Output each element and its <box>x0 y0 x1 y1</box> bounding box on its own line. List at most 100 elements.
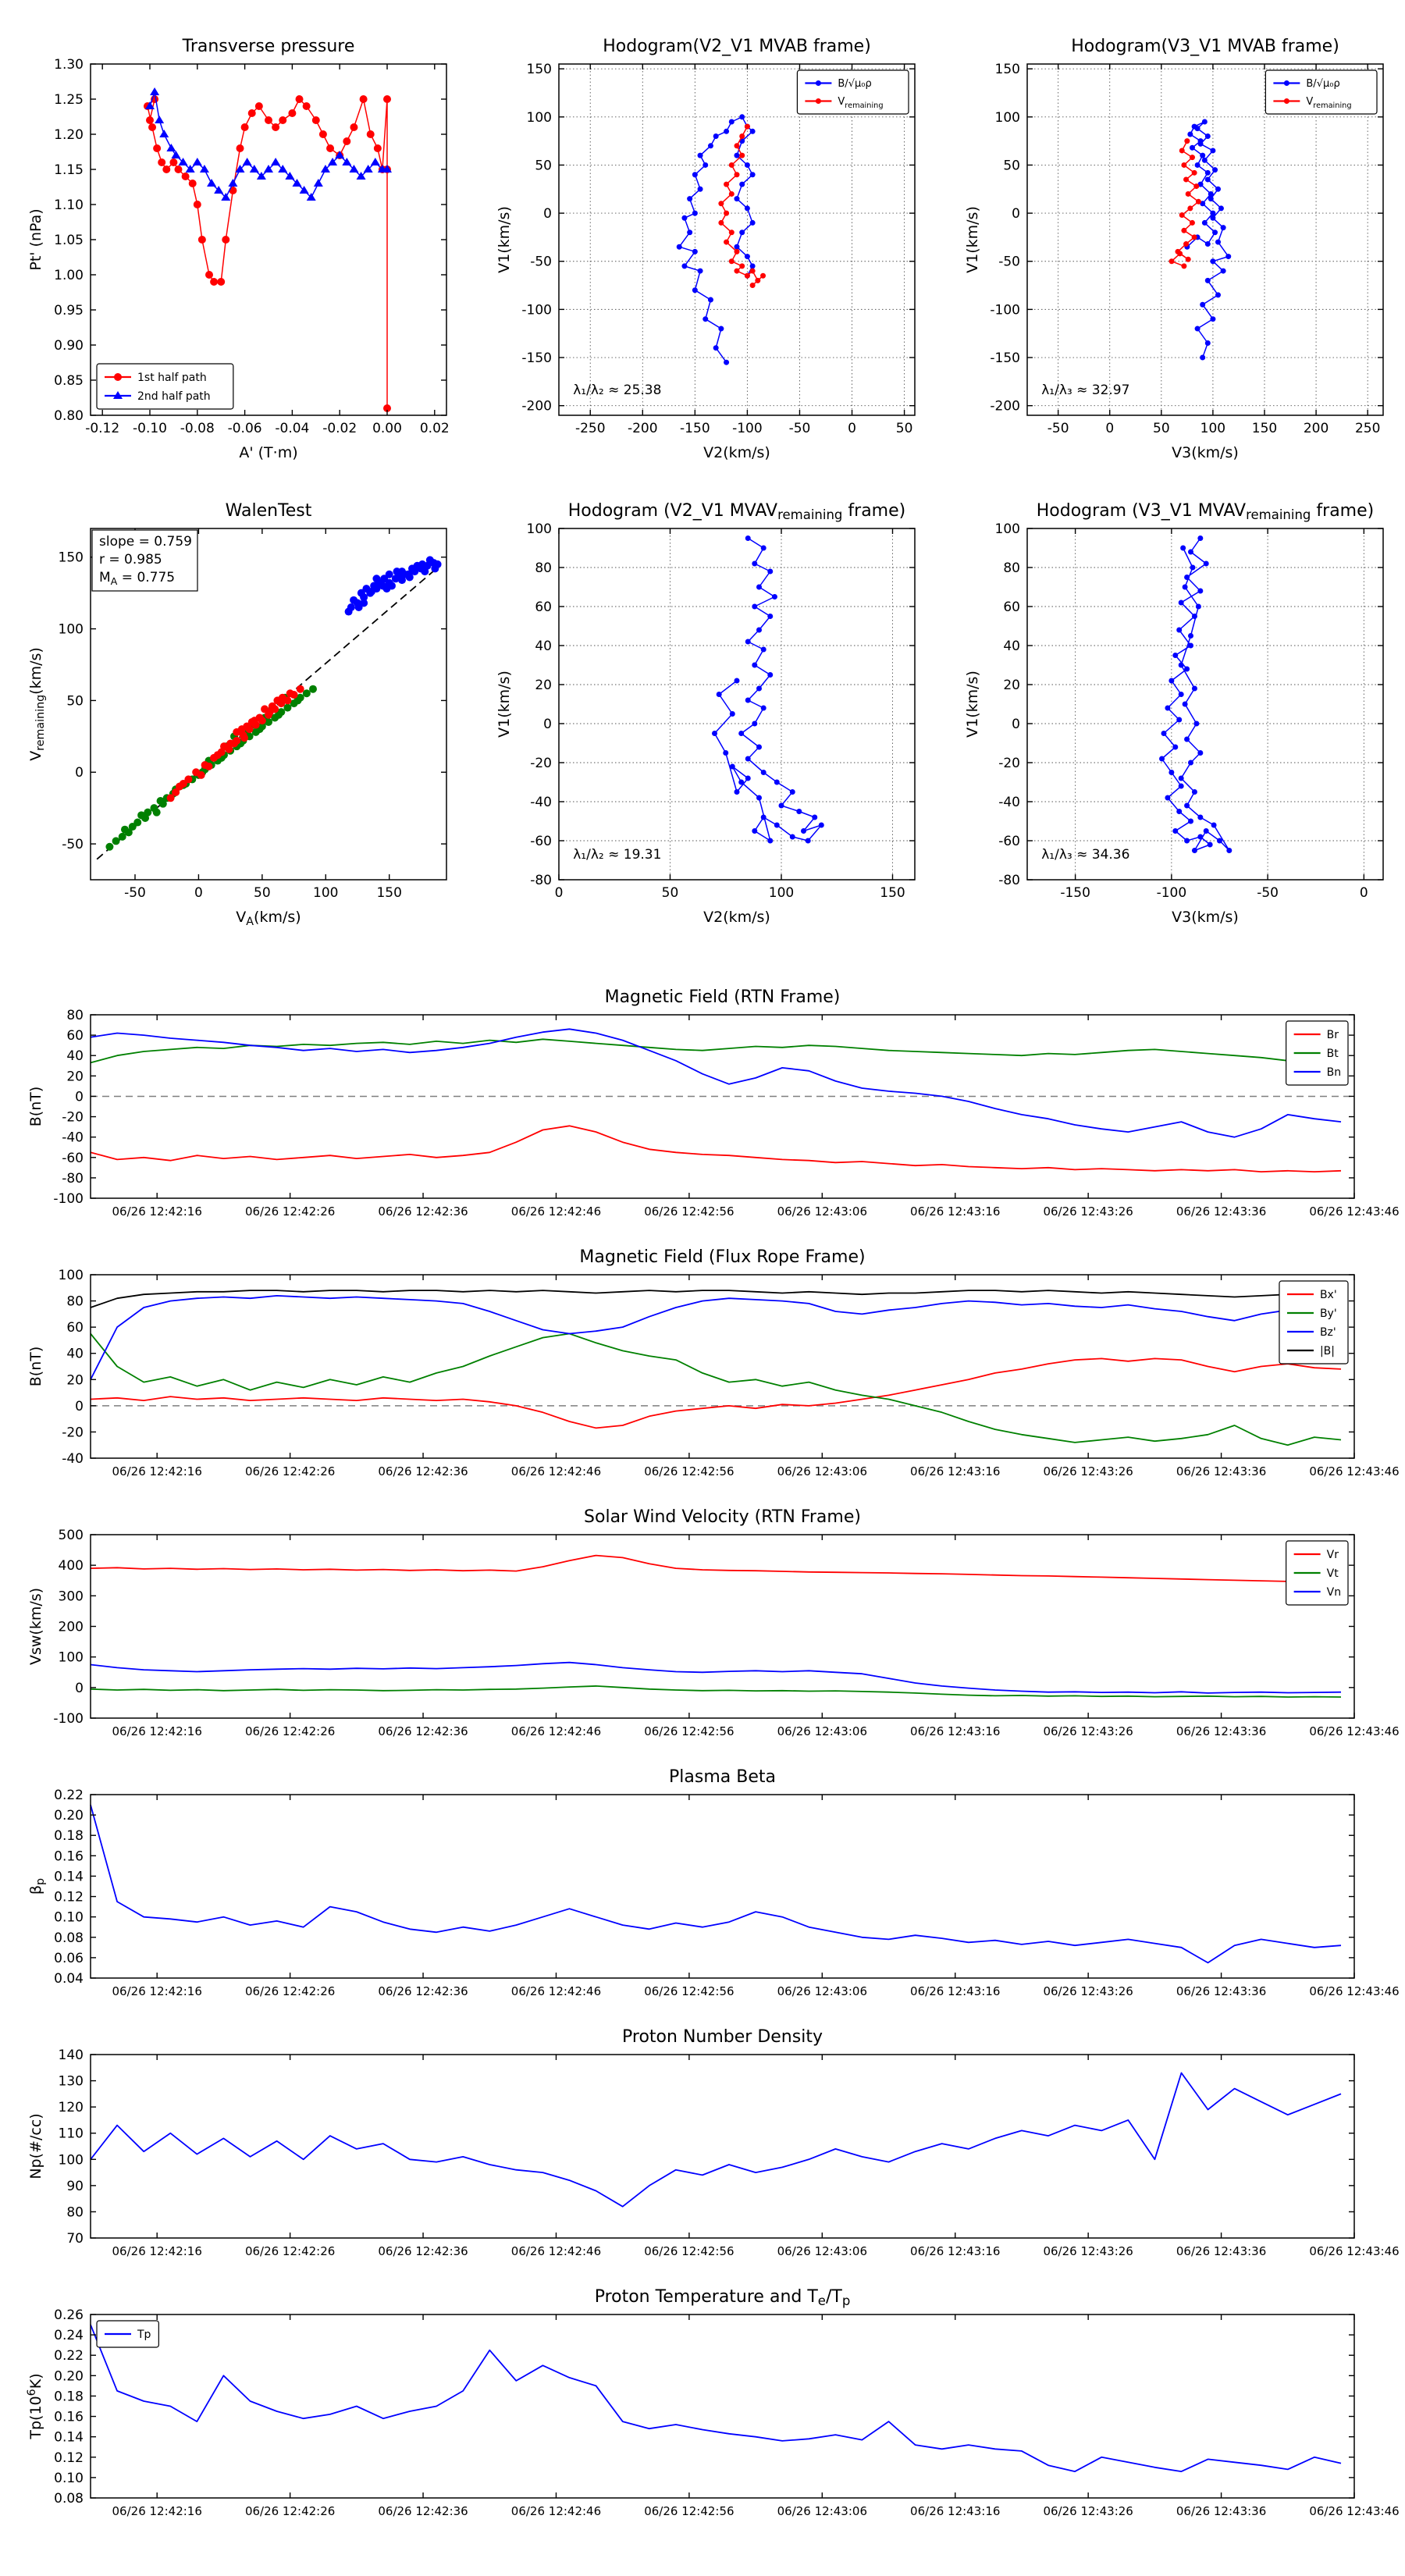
svg-text:50: 50 <box>535 158 552 173</box>
svg-text:0.10: 0.10 <box>54 2471 84 2486</box>
svg-text:40: 40 <box>1003 639 1020 654</box>
hodogram-v2v1-mvav-title: Hodogram (V2_V1 MVAVremaining frame) <box>568 501 906 522</box>
svg-text:300: 300 <box>59 1589 84 1604</box>
svg-text:06/26 12:43:06: 06/26 12:43:06 <box>777 1464 867 1478</box>
svg-text:06/26 12:42:56: 06/26 12:42:56 <box>644 1984 734 1998</box>
hodogram-v3v1-mvav-annotation: λ₁/λ₃ ≈ 34.36 <box>1041 847 1129 863</box>
proton-temperature-svg: 06/26 12:42:16 06/26 12:42:26 06/26 12:42:… <box>26 2287 1400 2518</box>
proton-number-density-svg: 06/26 12:42:16 06/26 12:42:26 06/26 12:42:… <box>27 2027 1400 2258</box>
svg-text:0: 0 <box>1360 885 1368 901</box>
svg-text:Tp: Tp <box>137 2329 151 2341</box>
chart-hodogram-v2v1-mvab: -250 -200 -150 -100 -50 0 50 -200 -150 -100 -50 0 50… <box>468 16 937 476</box>
svg-text:0: 0 <box>848 421 856 436</box>
svg-text:-0.08: -0.08 <box>180 421 215 436</box>
svg-text:150: 150 <box>527 62 552 77</box>
svg-text:1.15: 1.15 <box>54 162 84 178</box>
transverse-pressure-legend: 1st half path 2nd half path <box>96 363 234 410</box>
hodogram-v2v1-mvav-annotation: λ₁/λ₂ ≈ 19.31 <box>573 847 661 863</box>
transverse-pressure-title: Transverse pressure <box>182 37 355 56</box>
svg-text:06/26 12:43:46: 06/26 12:43:46 <box>1309 2504 1399 2518</box>
svg-text:110: 110 <box>59 2126 84 2142</box>
walen-test-ylabel: Vremaining(km/s) <box>27 647 47 761</box>
svg-text:2nd half path: 2nd half path <box>137 390 211 403</box>
svg-text:150: 150 <box>995 62 1020 77</box>
proton-number-density-plot-area <box>90 2054 1355 2239</box>
svg-text:50: 50 <box>1153 421 1170 436</box>
svg-text:-80: -80 <box>530 873 552 888</box>
svg-text:400: 400 <box>59 1558 84 1574</box>
svg-text:Vremaining: Vremaining <box>838 96 883 110</box>
svg-text:100: 100 <box>995 521 1020 537</box>
svg-text:06/26 12:42:56: 06/26 12:42:56 <box>644 1204 734 1219</box>
svg-text:100: 100 <box>59 622 84 638</box>
hodogram-v3v1-mvab-annotation: λ₁/λ₃ ≈ 32.97 <box>1041 382 1129 398</box>
svg-text:06/26 12:43:36: 06/26 12:43:36 <box>1176 1204 1266 1219</box>
svg-text:06/26 12:42:56: 06/26 12:42:56 <box>644 2504 734 2518</box>
magnetic-field-flux-rope-title: Magnetic Field (Flux Rope Frame) <box>579 1247 865 1267</box>
magnetic-field-flux-rope-plot-area <box>90 1274 1355 1459</box>
svg-text:06/26 12:42:36: 06/26 12:42:36 <box>378 2504 468 2518</box>
svg-text:80: 80 <box>66 1294 84 1310</box>
chart-hodogram-v3v1-mvab: -50 0 50 100 150 200 250 -200 -150 -100 -50 0 50 100 1… <box>937 16 1405 476</box>
transverse-pressure-svg: -0.12 -0.10 -0.08 -0.06 -0.04 -0.02 0.00 0.02 0.… <box>27 37 450 461</box>
svg-text:-40: -40 <box>62 1451 84 1467</box>
svg-text:100: 100 <box>995 110 1020 126</box>
chart-magnetic-field-flux-rope: 06/26 12:42:16 06/26 12:42:26 06/26 12:42:… <box>0 1236 1405 1496</box>
svg-text:80: 80 <box>1003 560 1020 576</box>
proton-temperature-legend: Tp <box>96 2320 159 2348</box>
svg-text:0: 0 <box>1012 206 1020 222</box>
svg-text:100: 100 <box>1200 421 1225 436</box>
solar-wind-velocity-title: Solar Wind Velocity (RTN Frame) <box>584 1507 861 1527</box>
svg-text:06/26 12:42:36: 06/26 12:42:36 <box>378 1984 468 1998</box>
hodogram-v3v1-mvav-title: Hodogram (V3_V1 MVAVremaining frame) <box>1037 501 1375 522</box>
svg-text:06/26 12:43:16: 06/26 12:43:16 <box>910 2244 1000 2258</box>
svg-text:0.02: 0.02 <box>420 421 450 436</box>
svg-text:0.08: 0.08 <box>54 2491 84 2507</box>
svg-text:-0.04: -0.04 <box>275 421 309 436</box>
svg-text:06/26 12:43:06: 06/26 12:43:06 <box>777 2244 867 2258</box>
svg-text:Bx': Bx' <box>1320 1289 1337 1301</box>
svg-text:130: 130 <box>59 2074 84 2090</box>
hodogram-v2v1-mvav-xlabel: V2(km/s) <box>703 909 770 926</box>
svg-text:0: 0 <box>75 1089 84 1105</box>
svg-text:06/26 12:42:16: 06/26 12:42:16 <box>112 2244 202 2258</box>
hodogram-v2v1-mvav-ylabel: V1(km/s) <box>496 671 513 738</box>
svg-text:-100: -100 <box>1157 885 1187 901</box>
svg-text:-80: -80 <box>998 873 1020 888</box>
svg-text:-50: -50 <box>124 885 146 901</box>
hodogram-v2v1-mvab-plot-area <box>558 63 916 416</box>
svg-text:06/26 12:43:26: 06/26 12:43:26 <box>1043 1464 1133 1478</box>
svg-text:-150: -150 <box>521 350 552 366</box>
transverse-pressure-ylabel: Pt' (nPa) <box>27 208 44 270</box>
svg-text:50: 50 <box>254 885 271 901</box>
walen-test-xlabel: VA(km/s) <box>236 909 301 928</box>
svg-text:06/26 12:43:06: 06/26 12:43:06 <box>777 1724 867 1738</box>
svg-text:0: 0 <box>75 765 84 781</box>
walen-test-plot-area <box>90 528 447 881</box>
svg-text:Bn: Bn <box>1327 1066 1341 1079</box>
svg-text:06/26 12:42:46: 06/26 12:42:46 <box>511 1984 601 1998</box>
proton-temperature-plot-area <box>90 2314 1355 2499</box>
chart-proton-temperature: 06/26 12:42:16 06/26 12:42:26 06/26 12:42:… <box>0 2275 1405 2535</box>
svg-text:06/26 12:42:36: 06/26 12:42:36 <box>378 1724 468 1738</box>
svg-text:0.14: 0.14 <box>54 1869 84 1884</box>
svg-text:0.16: 0.16 <box>54 1848 84 1864</box>
solar-wind-velocity-ylabel: Vsw(km/s) <box>27 1588 44 1665</box>
svg-text:06/26 12:42:46: 06/26 12:42:46 <box>511 1724 601 1738</box>
svg-text:06/26 12:43:16: 06/26 12:43:16 <box>910 2504 1000 2518</box>
hodogram-v2v1-mvab-xlabel: V2(km/s) <box>703 444 770 461</box>
walen-test-title: WalenTest <box>226 501 312 521</box>
svg-text:0.26: 0.26 <box>54 2307 84 2323</box>
svg-text:250: 250 <box>1355 421 1380 436</box>
svg-text:150: 150 <box>1252 421 1277 436</box>
svg-text:06/26 12:42:36: 06/26 12:42:36 <box>378 1204 468 1219</box>
svg-text:06/26 12:43:46: 06/26 12:43:46 <box>1309 1724 1399 1738</box>
svg-text:Vremaining: Vremaining <box>1306 96 1351 110</box>
svg-text:40: 40 <box>66 1347 84 1362</box>
chart-hodogram-v2v1-mvav: 0 50 100 150 -80 -60 -40 -20 0 20 40 60 80 100 Hodogra… <box>468 480 937 941</box>
svg-text:-50: -50 <box>62 837 84 852</box>
svg-text:0.04: 0.04 <box>54 1971 84 1987</box>
svg-text:0.08: 0.08 <box>54 1930 84 1946</box>
svg-text:06/26 12:42:16: 06/26 12:42:16 <box>112 1204 202 1219</box>
